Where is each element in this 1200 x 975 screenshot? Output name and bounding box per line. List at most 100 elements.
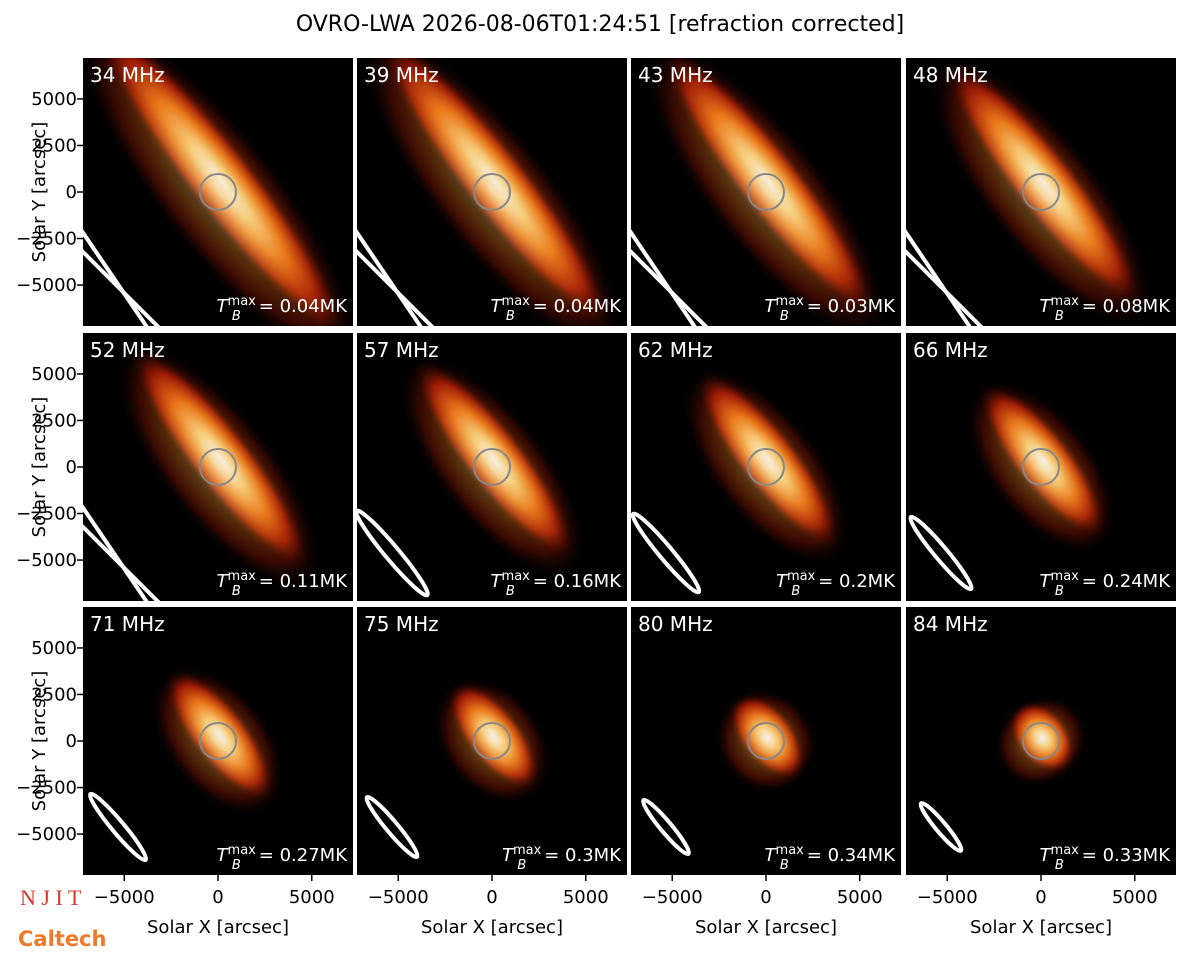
tmax-part: max	[776, 294, 805, 309]
tmax-part: B	[506, 584, 515, 599]
frequency-label: 34 MHz	[90, 63, 165, 87]
y-tick-label: −5000	[16, 275, 77, 296]
frequency-label: 62 MHz	[638, 338, 713, 362]
beam	[906, 249, 984, 326]
y-tick-label: 2500	[31, 135, 77, 156]
beam	[631, 229, 697, 326]
emission-halo	[964, 378, 1118, 556]
tmax-part: max	[1051, 294, 1080, 309]
beam	[357, 229, 423, 326]
solar-disk	[473, 448, 511, 486]
panel	[83, 58, 353, 326]
solar-disk	[747, 722, 785, 760]
beam	[83, 524, 161, 601]
logo-caltech: Caltech	[18, 927, 106, 951]
solar-disk	[473, 173, 511, 211]
beam	[357, 508, 430, 598]
tmax-part: T	[217, 571, 230, 592]
frequency-label: 43 MHz	[638, 63, 713, 87]
y-tick-label: 0	[66, 457, 77, 478]
beam	[906, 229, 972, 326]
y-axis-label: Solar Y [arcsec]	[29, 397, 50, 538]
frequency-label: 75 MHz	[364, 612, 439, 636]
beam	[364, 794, 420, 860]
tmax-part: T	[217, 296, 230, 317]
tmax-part: = 0.11MK	[259, 571, 348, 592]
tmax-part: max	[787, 569, 816, 584]
tmax-part: max	[228, 569, 257, 584]
frequency-label: 52 MHz	[90, 338, 165, 362]
y-tick-label: −5000	[16, 824, 77, 845]
tmax-label: Tmax B = 0.03MK	[765, 294, 897, 325]
tmax-part: B	[232, 309, 241, 324]
emission-halo	[113, 340, 323, 594]
x-tick-label: 0	[1035, 887, 1046, 908]
y-tick-label: 2500	[31, 684, 77, 705]
x-axis-label: Solar X [arcsec]	[695, 917, 837, 938]
tmax-part: = 0.2MK	[818, 571, 896, 592]
frequency-label: 39 MHz	[364, 63, 439, 87]
tmax-part: B	[1055, 309, 1064, 324]
tmax-label: Tmax B = 0.27MK	[217, 843, 349, 874]
tmax-part: max	[502, 569, 531, 584]
x-tick-label: −5000	[94, 887, 155, 908]
panel	[906, 58, 1176, 326]
beam	[83, 504, 149, 601]
beam	[357, 249, 435, 326]
y-tick-label: 5000	[31, 638, 77, 659]
tmax-label: Tmax B = 0.11MK	[217, 569, 349, 600]
tmax-part: = 0.08MK	[1082, 296, 1171, 317]
y-axis-label: Solar Y [arcsec]	[29, 671, 50, 812]
tmax-part: = 0.04MK	[259, 296, 348, 317]
beam	[641, 797, 691, 857]
x-axis-label: Solar X [arcsec]	[147, 917, 289, 938]
panel	[83, 607, 353, 875]
x-tick-label: 0	[760, 887, 771, 908]
tmax-part: T	[502, 845, 515, 866]
panel	[906, 607, 1176, 875]
tmax-part: B	[780, 858, 789, 873]
panel	[357, 607, 627, 875]
tmax-label: Tmax B = 0.34MK	[765, 843, 897, 874]
tmax-label: Tmax B = 0.04MK	[217, 294, 349, 325]
solar-disk	[747, 173, 785, 211]
panel	[906, 333, 1176, 601]
x-tick-label: 0	[212, 887, 223, 908]
emission-halo	[83, 58, 353, 326]
tmax-part: max	[1051, 843, 1080, 858]
x-tick-label: 0	[486, 887, 497, 908]
beam	[87, 791, 149, 863]
x-tick-label: 5000	[289, 887, 335, 908]
y-tick-label: −2500	[16, 229, 77, 250]
x-tick-label: 5000	[1112, 887, 1158, 908]
tmax-label: Tmax B = 0.24MK	[1040, 569, 1172, 600]
emission-halo	[713, 687, 819, 795]
tmax-part: T	[491, 296, 504, 317]
tmax-part: max	[776, 843, 805, 858]
tmax-label: Tmax B = 0.2MK	[776, 569, 896, 600]
emission-halo	[679, 365, 853, 569]
tmax-part: T	[1040, 296, 1053, 317]
tmax-part: B	[232, 584, 241, 599]
title: OVRO-LWA 2026-08-06T01:24:51 [refraction…	[296, 12, 904, 37]
tmax-part: max	[502, 294, 531, 309]
solar-disk	[747, 448, 785, 486]
emission-halo	[432, 676, 552, 806]
y-tick-label: 2500	[31, 410, 77, 431]
tmax-label: Tmax B = 0.04MK	[491, 294, 623, 325]
tmax-part: = 0.27MK	[259, 845, 348, 866]
tmax-part: T	[491, 571, 504, 592]
tmax-part: = 0.34MK	[807, 845, 896, 866]
panel	[83, 333, 353, 601]
solar-disk	[199, 173, 237, 211]
x-axis-label: Solar X [arcsec]	[970, 917, 1112, 938]
logo-njit: N J I T	[20, 885, 82, 910]
tmax-part: T	[1040, 571, 1053, 592]
y-tick-label: 5000	[31, 89, 77, 110]
tmax-part: T	[776, 571, 789, 592]
tmax-part: B	[1055, 858, 1064, 873]
tmax-part: B	[506, 309, 515, 324]
tmax-part: max	[513, 843, 542, 858]
x-axis-label: Solar X [arcsec]	[421, 917, 563, 938]
